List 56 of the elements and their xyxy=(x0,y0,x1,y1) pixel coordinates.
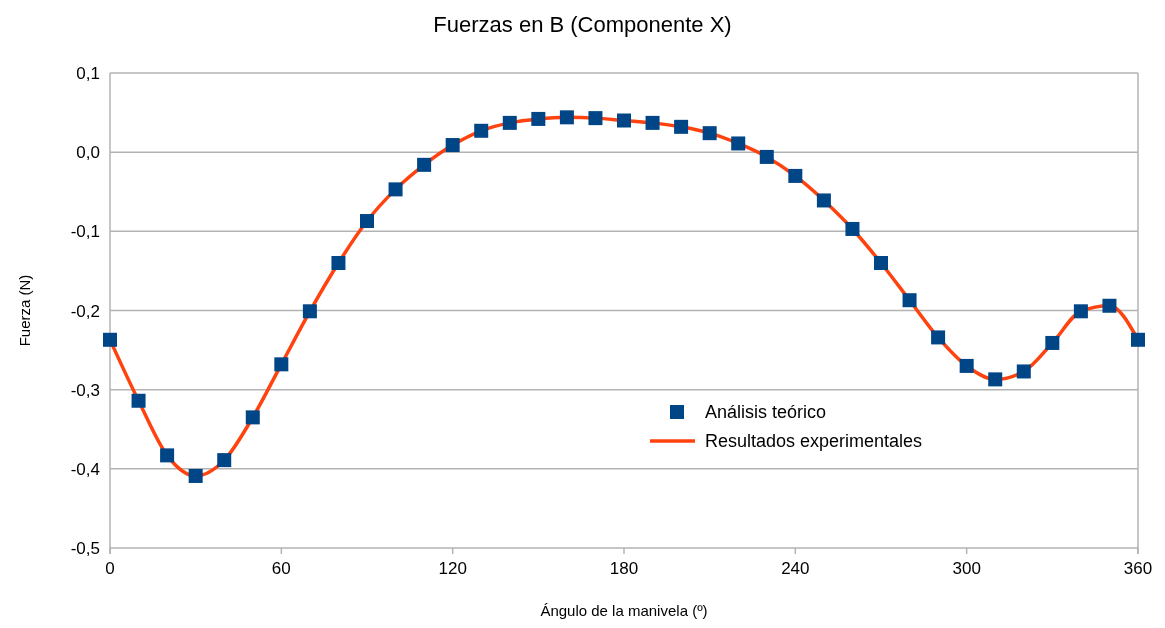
point xyxy=(788,168,803,183)
x-tick-label: 180 xyxy=(609,559,639,578)
point xyxy=(302,304,317,319)
point xyxy=(103,332,117,347)
point xyxy=(617,113,631,128)
point xyxy=(588,111,603,126)
point xyxy=(131,393,146,408)
y-tick-label: -0,4 xyxy=(70,459,100,479)
y-tick-label: -0,2 xyxy=(70,301,100,321)
point xyxy=(759,149,774,164)
point xyxy=(360,214,374,229)
point xyxy=(531,111,546,126)
point xyxy=(931,330,946,345)
y-tick-label: -0,5 xyxy=(70,539,100,558)
point xyxy=(1102,298,1117,313)
point xyxy=(160,448,175,463)
point xyxy=(816,193,831,208)
x-tick-label: 360 xyxy=(1123,559,1153,578)
point xyxy=(674,119,689,134)
point xyxy=(559,110,574,125)
y-axis-title: Fuerza (N) xyxy=(16,274,33,347)
point xyxy=(731,136,746,151)
point xyxy=(1131,332,1145,347)
point xyxy=(845,221,860,236)
point xyxy=(388,182,403,197)
point xyxy=(902,293,917,308)
point xyxy=(702,126,717,141)
x-tick-label: 60 xyxy=(271,559,291,578)
point xyxy=(188,468,203,483)
y-tick-label: 0,0 xyxy=(76,143,100,163)
x-tick-label: 300 xyxy=(952,559,981,578)
x-tick-label: 240 xyxy=(781,559,810,578)
point xyxy=(874,256,888,270)
point xyxy=(445,138,460,153)
x-axis-title: Ángulo de la manivela (º) xyxy=(540,602,708,619)
point xyxy=(502,115,517,130)
y-tick-label: 0,1 xyxy=(76,64,100,83)
legend-label: Análisis teórico xyxy=(705,402,827,422)
y-tick-label: -0,3 xyxy=(70,380,100,400)
point xyxy=(274,357,289,372)
point xyxy=(331,256,346,270)
point xyxy=(1073,304,1088,319)
point xyxy=(1016,364,1031,379)
point xyxy=(217,453,232,468)
chart-title: Fuerzas en B (Componente X) xyxy=(433,12,732,37)
legend-label: Resultados experimentales xyxy=(705,431,923,451)
point xyxy=(245,410,260,425)
point xyxy=(959,358,974,373)
point xyxy=(1045,335,1060,350)
point xyxy=(474,123,489,138)
point xyxy=(645,115,660,130)
y-tick-label: -0,1 xyxy=(70,222,100,242)
x-tick-label: 0 xyxy=(105,559,115,578)
point xyxy=(417,157,432,172)
point xyxy=(988,372,1003,387)
x-tick-label: 120 xyxy=(438,559,467,578)
